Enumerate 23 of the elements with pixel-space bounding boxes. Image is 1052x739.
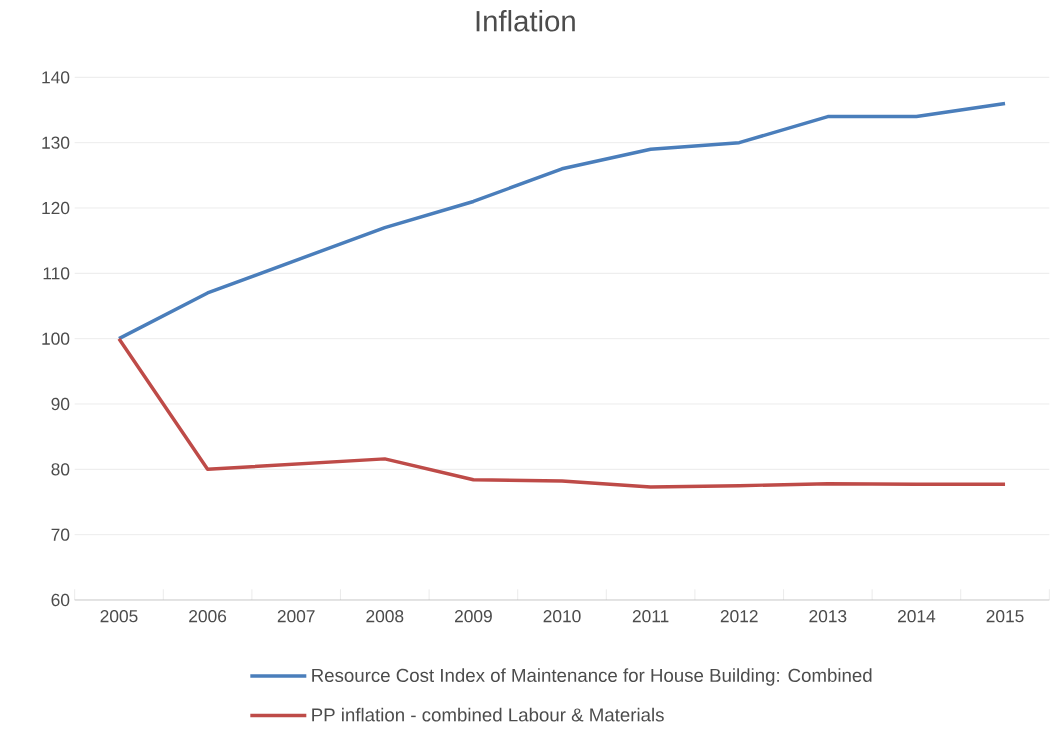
legend-label: Resource Cost Index of Maintenance for House Building: Combined — [312, 668, 872, 686]
x-tick-label: 2014 — [898, 610, 936, 623]
x-tick-label: 2010 — [543, 610, 581, 623]
y-tick-label: 130 — [42, 136, 70, 149]
x-tick-label: 2005 — [100, 610, 138, 623]
chart-title: Inflation — [476, 10, 575, 32]
y-tick-label: 60 — [51, 594, 70, 607]
y-tick-label: 140 — [42, 71, 70, 84]
y-tick-label: 100 — [42, 332, 70, 345]
legend-label: PP inflation - combined Labour & Materials — [312, 708, 664, 722]
y-tick-label: 70 — [51, 528, 70, 541]
x-tick-label: 2013 — [809, 610, 847, 623]
x-tick-label: 2009 — [455, 610, 492, 623]
x-tick-label: 2007 — [277, 610, 315, 623]
x-tick-label: 2012 — [720, 610, 758, 623]
y-tick-label: 120 — [42, 202, 70, 215]
x-tick-label: 2011 — [632, 610, 669, 623]
x-tick-label: 2015 — [986, 610, 1024, 623]
x-tick-label: 2006 — [189, 610, 227, 623]
y-tick-label: 110 — [43, 267, 70, 280]
y-tick-label: 80 — [51, 463, 70, 476]
x-tick-label: 2008 — [366, 610, 404, 623]
y-tick-label: 90 — [51, 398, 70, 411]
